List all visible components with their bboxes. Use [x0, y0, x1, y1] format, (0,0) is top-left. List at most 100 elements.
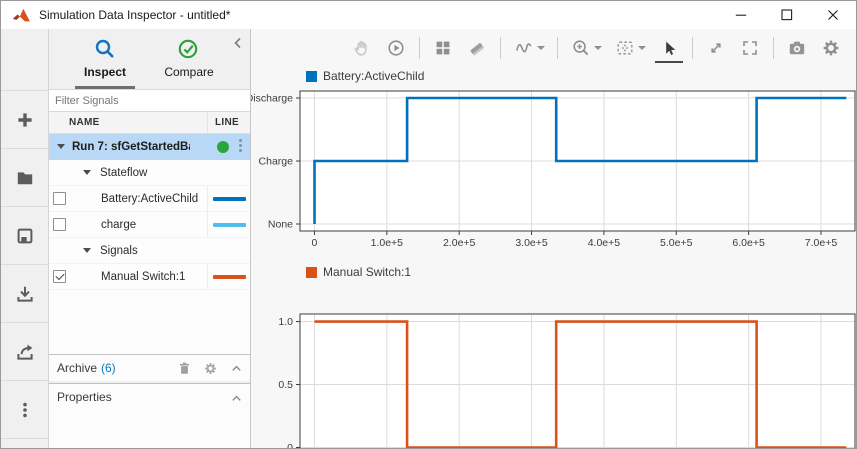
export-button[interactable]	[1, 323, 48, 381]
signal-wave-icon	[514, 38, 534, 58]
properties-section-header[interactable]: Properties	[49, 383, 250, 448]
chart-legend-manual-switch: Manual Switch:1	[306, 265, 411, 279]
column-divider	[207, 264, 208, 289]
open-button[interactable]	[1, 149, 48, 207]
settings-button[interactable]	[820, 37, 842, 59]
collapse-arrow-icon[interactable]	[83, 248, 91, 253]
zoom-in-button[interactable]	[570, 37, 602, 59]
svg-text:1.0e+5: 1.0e+5	[371, 237, 404, 249]
fullscreen-button[interactable]	[739, 37, 761, 59]
rail-spacer	[1, 29, 48, 91]
column-divider	[207, 212, 208, 237]
signal-checkbox[interactable]	[53, 270, 66, 283]
chart-manual-switch[interactable]: 01.0e+52.0e+53.0e+54.0e+55.0e+56.0e+57.0…	[251, 310, 856, 449]
expand-diagonal-icon	[706, 38, 726, 58]
plus-icon	[15, 110, 35, 130]
chevron-up-icon[interactable]	[229, 391, 244, 406]
properties-label: Properties	[57, 390, 112, 404]
more-options-button[interactable]	[1, 381, 48, 439]
plot-area: Battery:ActiveChild 01.0e+52.0e+53.0e+54…	[251, 29, 856, 448]
grid-layout-icon	[433, 38, 453, 58]
svg-text:1.0: 1.0	[278, 316, 293, 328]
run-row[interactable]: Run 7: sfGetStartedBa	[49, 134, 250, 160]
svg-text:5.0e+5: 5.0e+5	[660, 237, 693, 249]
signal-row-manual-switch[interactable]: Manual Switch:1	[49, 264, 250, 290]
pan-button[interactable]	[351, 37, 373, 59]
toolbar-divider	[773, 37, 774, 59]
search-icon	[93, 37, 117, 61]
panel-tabs: Inspect Compare	[49, 29, 250, 89]
signal-label: charge	[101, 219, 136, 231]
svg-text:6.0e+5: 6.0e+5	[732, 237, 765, 249]
column-header-name: NAME	[69, 117, 100, 128]
minimize-button[interactable]	[718, 1, 764, 29]
import-button[interactable]	[1, 265, 48, 323]
toolbar-divider	[692, 37, 693, 59]
chevron-up-icon[interactable]	[229, 361, 244, 376]
archive-settings-gear-icon[interactable]	[203, 361, 218, 376]
signal-tree: Run 7: sfGetStartedBa Stateflow Battery:…	[49, 134, 250, 290]
legend-label: Battery:ActiveChild	[323, 69, 424, 83]
legend-swatch	[306, 71, 317, 82]
svg-text:3.0e+5: 3.0e+5	[515, 237, 548, 249]
svg-text:0: 0	[287, 442, 293, 449]
collapse-panel-button[interactable]	[230, 35, 246, 51]
run-options-icon[interactable]	[239, 139, 242, 152]
tab-inspect[interactable]: Inspect	[63, 29, 147, 89]
group-label: Stateflow	[100, 167, 147, 179]
filter-signals-wrap	[49, 89, 250, 112]
export-icon	[15, 342, 35, 362]
snapshot-button[interactable]	[786, 37, 808, 59]
add-run-button[interactable]	[1, 91, 48, 149]
svg-text:4.0e+5: 4.0e+5	[588, 237, 621, 249]
title-bar: Simulation Data Inspector - untitled*	[1, 1, 856, 29]
left-toolbar	[1, 29, 49, 448]
signal-checkbox[interactable]	[53, 192, 66, 205]
tree-empty-area	[49, 290, 250, 354]
run-label: Run 7: sfGetStartedBa	[72, 141, 190, 153]
gear-icon	[821, 38, 841, 58]
group-row-stateflow[interactable]: Stateflow	[49, 160, 250, 186]
cursor-arrow-icon	[659, 38, 679, 58]
group-row-signals[interactable]: Signals	[49, 238, 250, 264]
column-divider	[207, 112, 208, 133]
svg-text:0.5: 0.5	[278, 379, 293, 391]
tab-compare-label: Compare	[164, 65, 213, 79]
pointer-button[interactable]	[658, 37, 680, 59]
subplot-layout-button[interactable]	[432, 37, 454, 59]
group-label: Signals	[100, 245, 138, 257]
expand-button[interactable]	[705, 37, 727, 59]
run-status-dot	[217, 141, 229, 153]
signal-label: Battery:ActiveChild	[101, 193, 198, 205]
replay-button[interactable]	[385, 37, 407, 59]
close-button[interactable]	[810, 1, 856, 29]
signal-line-swatch	[213, 223, 246, 227]
clear-subplot-button[interactable]	[466, 37, 488, 59]
save-button[interactable]	[1, 207, 48, 265]
archive-section-header[interactable]: Archive (6)	[49, 354, 250, 381]
chart-battery-activechild[interactable]: 01.0e+52.0e+53.0e+54.0e+55.0e+56.0e+57.0…	[251, 87, 856, 257]
signal-line-swatch	[213, 197, 246, 201]
collapse-arrow-icon[interactable]	[57, 144, 65, 149]
eraser-icon	[467, 38, 487, 58]
signal-row-battery-activechild[interactable]: Battery:ActiveChild	[49, 186, 250, 212]
signal-label: Manual Switch:1	[101, 271, 185, 283]
trash-icon[interactable]	[177, 361, 192, 376]
tab-inspect-label: Inspect	[84, 65, 126, 79]
collapse-arrow-icon[interactable]	[83, 170, 91, 175]
tab-compare[interactable]: Compare	[147, 29, 231, 89]
archive-count: (6)	[101, 361, 116, 375]
column-divider	[207, 186, 208, 211]
fit-to-view-button[interactable]	[614, 37, 646, 59]
maximize-button[interactable]	[764, 1, 810, 29]
save-icon	[15, 226, 35, 246]
signals-menu-button[interactable]	[513, 37, 545, 59]
svg-text:0: 0	[312, 237, 318, 249]
plot-toolbar	[251, 29, 856, 67]
svg-text:Discharge: Discharge	[251, 92, 293, 104]
kebab-menu-icon	[15, 400, 35, 420]
filter-signals-input[interactable]	[49, 90, 250, 111]
signal-panel: Inspect Compare NAME	[49, 29, 251, 448]
signal-row-charge[interactable]: charge	[49, 212, 250, 238]
signal-checkbox[interactable]	[53, 218, 66, 231]
